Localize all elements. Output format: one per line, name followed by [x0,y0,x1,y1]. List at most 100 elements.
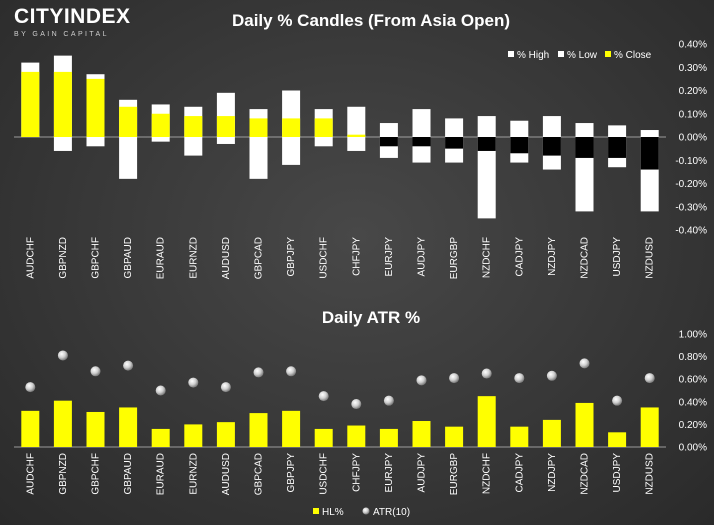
x-tick-label-gbpnzd: GBPNZD [58,237,69,279]
hl-bar-usdchf [314,428,333,447]
candles-plot [21,55,659,219]
low-bar-gbpcad [249,137,268,179]
x-tick-label-nzdcad: NZDCAD [580,237,591,279]
atr-x-axis: AUDCHF GBPNZD GBPCHF GBPAUD EURAUD EURNZD AUDU… [25,453,655,496]
atr-marker-nzdusd [644,373,655,384]
hl-bar-gbpchf [86,411,105,447]
atr-marker-chfjpy [351,399,362,410]
atr-marker-cadjpy [514,373,525,384]
x-tick-label-gbpjpy: GBPJPY [286,453,297,493]
high-bar-eurjpy [379,123,398,137]
y-tick-label: 0.80% [679,352,707,363]
legend-swatch-high [508,51,514,57]
close-bar-eurjpy [379,137,398,147]
x-tick-label-audchf: AUDCHF [25,453,36,495]
atr-marker-gbpjpy [286,366,297,377]
hl-bar-gbpnzd [53,400,72,447]
hl-bar-eurjpy [379,428,398,447]
low-bar-eurnzd [184,137,203,156]
x-tick-label-eurgbp: EURGBP [449,453,460,496]
high-bar-usdjpy [608,125,627,137]
candles-legend: % High % Low % Close [508,50,652,61]
x-tick-label-nzdjpy: NZDJPY [547,237,558,276]
low-bar-chfjpy [347,137,366,151]
atr-marker-eurnzd [188,377,199,388]
low-bar-gbpchf [86,137,105,147]
legend-label-low: % Low [567,50,598,61]
y-tick-label: 0.20% [679,86,707,97]
legend-swatch-low [558,51,564,57]
low-bar-usdchf [314,137,333,147]
hl-bar-eurgbp [445,426,464,447]
legend-swatch-hl [313,508,319,514]
close-bar-nzdusd [640,137,659,170]
hl-bar-gbpaud [119,407,138,447]
x-tick-label-audjpy: AUDJPY [417,237,428,277]
hl-bar-audusd [216,422,235,447]
low-bar-euraud [151,137,170,142]
legend-swatch-atr [362,507,370,515]
y-tick-label: 0.00% [679,133,707,144]
logo-wordmark: CITYINDEX [14,5,131,28]
x-tick-label-audchf: AUDCHF [25,237,36,279]
hl-bar-chfjpy [347,425,366,447]
x-tick-label-chfjpy: CHFJPY [351,453,362,492]
atr-marker-eurjpy [383,395,394,406]
close-bar-nzdcad [575,137,594,158]
x-tick-label-chfjpy: CHFJPY [351,237,362,276]
atr-legend: HL% ATR(10) [313,507,410,518]
x-tick-label-gbpaud: GBPAUD [123,453,134,495]
high-bar-audjpy [412,109,431,137]
close-bar-gbpaud [119,106,138,137]
legend-swatch-close [605,51,611,57]
legend-label-close: % Close [614,50,652,61]
atr-marker-usdchf [318,391,329,402]
x-tick-label-gbpjpy: GBPJPY [286,237,297,277]
cityindex-logo: CITYINDEX BY GAIN CAPITAL [14,6,144,40]
hl-bar-gbpjpy [282,410,301,447]
x-tick-label-nzdjpy: NZDJPY [547,453,558,492]
high-bar-nzdjpy [542,116,561,137]
close-bar-audusd [216,116,235,137]
y-tick-label: -0.30% [675,202,707,213]
x-tick-label-euraud: EURAUD [156,237,167,279]
hl-bar-audjpy [412,421,431,447]
x-tick-label-eurnzd: EURNZD [188,453,199,495]
x-tick-label-cadjpy: CADJPY [514,453,525,493]
y-tick-label: 0.20% [679,420,707,431]
low-bar-gbpnzd [53,137,72,151]
low-bar-gbpaud [119,137,138,179]
high-bar-nzdcad [575,123,594,137]
hl-bar-audchf [21,410,40,447]
y-tick-label: 0.60% [679,375,707,386]
y-tick-label: 1.00% [679,330,707,341]
close-bar-gbpnzd [53,71,72,137]
atr-marker-nzdjpy [546,370,557,381]
hl-bar-nzdchf [477,396,496,447]
x-tick-label-nzdcad: NZDCAD [580,453,591,495]
close-bar-eurnzd [184,116,203,137]
atr-marker-audjpy [416,375,427,386]
hl-bar-euraud [151,428,170,447]
close-bar-gbpchf [86,78,105,137]
x-tick-label-nzdusd: NZDUSD [645,453,656,495]
y-tick-label: -0.10% [675,156,707,167]
high-bar-nzdchf [477,116,496,137]
y-tick-label: 0.10% [679,109,707,120]
atr-marker-nzdchf [481,368,492,379]
atr-marker-eurgbp [449,373,460,384]
close-bar-usdjpy [608,137,627,158]
close-bar-cadjpy [510,137,529,154]
high-bar-nzdusd [640,130,659,137]
logo-tagline: BY GAIN CAPITAL [14,31,109,38]
candles-chart-title: Daily % Candles (From Asia Open) [232,11,510,30]
x-tick-label-usdchf: USDCHF [319,237,330,279]
atr-marker-nzdcad [579,358,590,369]
close-bar-eurgbp [445,137,464,149]
atr-marker-gbpnzd [57,350,68,361]
low-bar-gbpjpy [282,137,301,165]
x-tick-label-audusd: AUDUSD [221,453,232,495]
atr-marker-gbpchf [90,366,101,377]
